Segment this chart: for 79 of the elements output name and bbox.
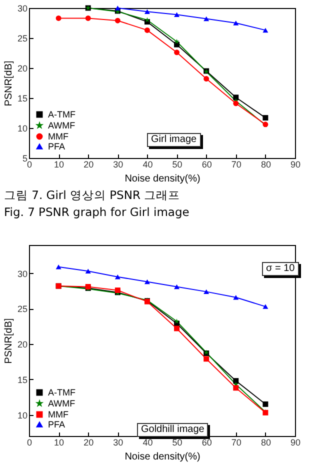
caption: 그림 7. Girl 영상의 PSNR 그래프 <box>4 188 180 203</box>
point <box>174 326 180 332</box>
y-tick-label: 10 <box>17 410 28 420</box>
point <box>174 318 180 324</box>
legend-label: PFA <box>48 420 66 430</box>
legend-label: MMF <box>48 132 69 142</box>
x-tick-label: 50 <box>172 160 182 170</box>
point <box>262 115 268 121</box>
y-tick-label: 25 <box>17 34 28 44</box>
point <box>233 378 239 384</box>
point <box>174 50 180 56</box>
x-tick-label: 40 <box>142 438 153 448</box>
legend-label: A-TMF <box>48 110 76 120</box>
legend-label: PFA <box>48 142 66 152</box>
y-tick-label: 20 <box>17 340 28 350</box>
caption: Fig. 7 PSNR graph for Girl image <box>4 205 190 219</box>
point <box>174 12 180 17</box>
point <box>144 9 150 14</box>
legend-label: AWMF <box>48 120 76 130</box>
point <box>174 42 180 48</box>
point <box>144 279 150 284</box>
point <box>233 385 239 391</box>
x-tick-label: 40 <box>142 160 153 170</box>
y-tick-label: 15 <box>17 374 28 385</box>
x-tick-label: 70 <box>231 160 242 170</box>
y-tick-label: 15 <box>17 94 28 104</box>
point <box>114 274 120 280</box>
point <box>233 294 239 300</box>
point <box>174 284 180 290</box>
point <box>204 16 210 22</box>
x-tick-label: 80 <box>260 160 271 170</box>
x-tick-label: 90 <box>290 438 301 448</box>
x-tick-label: 50 <box>172 438 182 448</box>
point <box>144 27 150 33</box>
point <box>56 15 62 21</box>
point <box>262 304 268 309</box>
y-axis-title: PSNR[dB] <box>3 318 14 364</box>
annotation: Girl image <box>147 133 201 147</box>
point <box>114 6 120 10</box>
point <box>262 401 268 407</box>
x-tick-label: 60 <box>202 438 212 448</box>
legend-label: AWMF <box>48 398 76 408</box>
x-tick-label: 0 <box>26 438 32 448</box>
point <box>204 289 210 294</box>
x-tick-label: 70 <box>231 438 242 448</box>
point <box>204 76 210 82</box>
x-tick-label: 20 <box>84 160 94 170</box>
x-tick-label: 20 <box>84 438 94 448</box>
x-tick-label: 10 <box>54 438 64 448</box>
y-tick-label: 20 <box>17 64 28 74</box>
point <box>233 100 239 106</box>
y-tick-label: 30 <box>17 4 28 14</box>
x-axis-title: Noise density(%) <box>124 452 200 462</box>
annotation: Goldhill image <box>137 423 208 437</box>
x-tick-label: 30 <box>113 438 124 448</box>
x-tick-label: 60 <box>202 160 212 170</box>
point <box>233 94 239 100</box>
point <box>85 268 91 274</box>
point <box>144 17 150 22</box>
y-tick-label: 5 <box>22 154 28 164</box>
annotation: σ = 10 <box>262 262 299 276</box>
x-tick-label: 80 <box>260 438 271 448</box>
x-tick-label: 30 <box>113 160 124 170</box>
point <box>262 28 268 33</box>
point <box>204 356 210 362</box>
legend-label: A-TMF <box>48 388 76 398</box>
legend-label: MMF <box>48 410 69 420</box>
y-tick-label: 25 <box>17 304 28 314</box>
y-tick-label: 30 <box>17 268 28 279</box>
point <box>233 20 239 26</box>
point <box>85 15 91 21</box>
y-axis-title: PSNR[dB] <box>3 60 14 106</box>
x-tick-label: 0 <box>26 160 32 170</box>
x-tick-label: 90 <box>290 160 301 170</box>
point <box>114 18 120 24</box>
x-axis-title: Noise density(%) <box>124 174 200 184</box>
x-tick-label: 10 <box>54 160 64 170</box>
y-tick-label: 10 <box>17 124 28 134</box>
point <box>56 264 62 270</box>
